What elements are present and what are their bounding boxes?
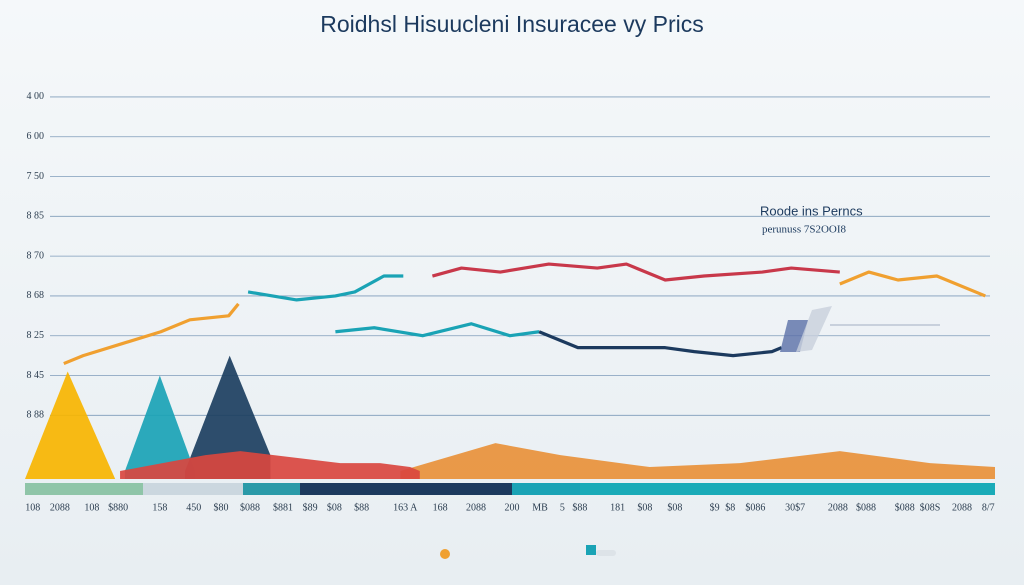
band-segment (300, 483, 512, 495)
bottom-band (25, 483, 995, 495)
area (185, 355, 271, 479)
y-tick-label: 8 88 (27, 410, 45, 421)
x-tick-label: 2088 (50, 502, 70, 513)
x-tick-label: 2088 (828, 502, 848, 513)
x-tick-label: 8/7 (982, 502, 995, 513)
legend-marker (586, 545, 596, 555)
y-tick-label: 8 45 (27, 370, 45, 381)
line (247, 274, 404, 302)
band-segment (25, 483, 143, 495)
x-tick-label: 108 (84, 502, 99, 513)
x-tick-label: 181 (610, 502, 625, 513)
y-tick-label: 8 85 (27, 211, 45, 222)
chart-title: Roidhsl Hisuucleni Insuracee vy Prics (320, 11, 704, 37)
x-tick-label: 200 (504, 502, 519, 513)
x-tick-label: $08 (637, 502, 652, 513)
grid: 4 00 6 00 7 50 8 85 8 70 8 68 8 25 8 45 8 88 (27, 91, 990, 421)
line (538, 330, 783, 358)
x-tick-label: $80 (213, 502, 228, 513)
area (124, 375, 195, 479)
legend-marker (440, 549, 450, 559)
x-tick-label: $088 (240, 502, 260, 513)
x-tick-label: 5 (560, 502, 565, 513)
y-tick-label: 8 68 (27, 290, 45, 301)
line (431, 262, 840, 282)
x-tick-label: $9 (710, 502, 720, 513)
x-tick-label: $8 (725, 502, 735, 513)
x-tick-label: 2088 (952, 502, 972, 513)
legend-marker (596, 550, 616, 556)
x-tick-label: 163 A (393, 502, 418, 513)
area (400, 443, 995, 479)
band-segment (580, 483, 995, 495)
line (63, 302, 240, 366)
area (120, 451, 420, 479)
y-tick-label: 6 00 (27, 131, 45, 142)
band-segment (143, 483, 243, 495)
x-tick-label: $088 (895, 502, 915, 513)
x-tick-label: $086 (745, 502, 765, 513)
x-ticks: 108 2088 108 $880 158 450 $80 $088 $881 $89 $08 $88… (25, 502, 994, 513)
x-tick-label: $08 (667, 502, 682, 513)
x-tick-label: 108 (25, 502, 40, 513)
annotation-subtitle: perunuss 7S2OOI8 (762, 224, 847, 236)
decoration (796, 306, 832, 352)
band-segment (512, 483, 580, 495)
x-tick-label: $088 (856, 502, 876, 513)
y-tick-label: 8 25 (27, 330, 45, 341)
x-tick-label: 158 (152, 502, 167, 513)
x-tick-label: $88 (572, 502, 587, 513)
annotation-title: Roode ins Perncs (760, 203, 863, 218)
x-tick-label: 2088 (466, 502, 486, 513)
area (25, 371, 116, 479)
band-segment (243, 483, 300, 495)
y-tick-label: 7 50 (27, 171, 45, 182)
x-tick-label: MB (532, 502, 548, 513)
x-tick-label: $89 (303, 502, 318, 513)
x-tick-label: 30$7 (785, 502, 805, 513)
line (335, 322, 540, 338)
y-tick-label: 4 00 (27, 91, 45, 102)
x-tick-label: $880 (108, 502, 128, 513)
x-tick-label: 450 (186, 502, 201, 513)
y-tick-label: 8 70 (27, 250, 45, 261)
x-tick-label: $08 (327, 502, 342, 513)
areas (25, 355, 995, 479)
lines (63, 262, 986, 366)
x-tick-label: 168 (433, 502, 448, 513)
x-tick-label: $88 (354, 502, 369, 513)
x-tick-label: $881 (273, 502, 293, 513)
x-tick-label: $08S (920, 502, 941, 513)
line (839, 270, 986, 298)
